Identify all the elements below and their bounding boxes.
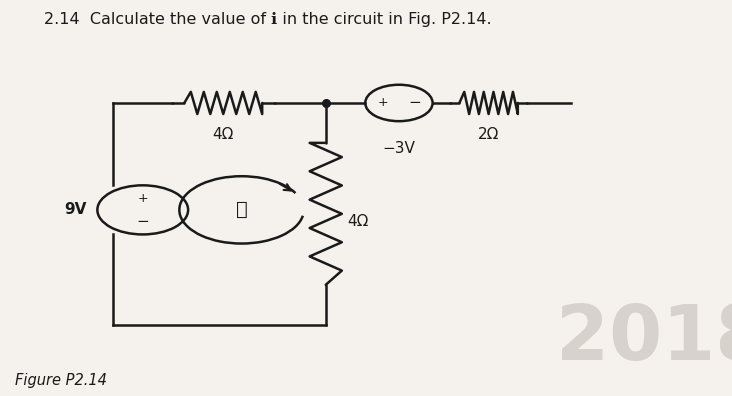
Text: 4Ω: 4Ω <box>212 127 234 142</box>
Text: Figure P2.14: Figure P2.14 <box>15 373 107 388</box>
Text: ℹ: ℹ <box>236 201 247 219</box>
Text: 2Ω: 2Ω <box>478 127 499 142</box>
Text: 4Ω: 4Ω <box>348 214 369 229</box>
Text: −: − <box>136 214 149 229</box>
Text: 2018: 2018 <box>556 302 732 376</box>
Text: 2.14  Calculate the value of ℹ in the circuit in Fig. P2.14.: 2.14 Calculate the value of ℹ in the cir… <box>44 12 492 27</box>
Text: +: + <box>138 192 148 205</box>
Text: −3V: −3V <box>383 141 415 156</box>
Text: −: − <box>408 95 422 110</box>
Text: 9V: 9V <box>64 202 86 217</box>
Text: +: + <box>378 97 388 109</box>
